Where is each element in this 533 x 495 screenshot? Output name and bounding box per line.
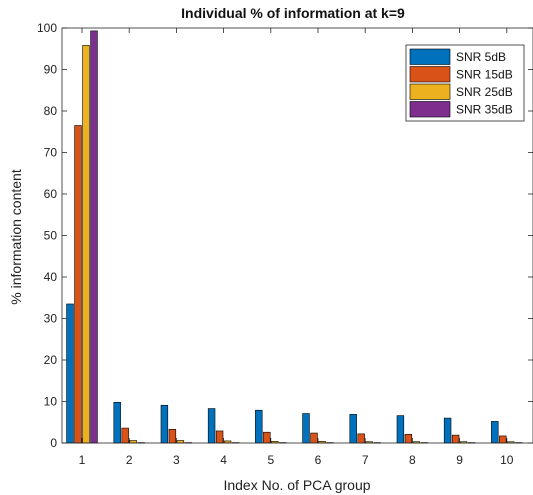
y-tick-label: 30 bbox=[44, 312, 58, 326]
bar-1-6 bbox=[302, 413, 310, 444]
legend-swatch-1 bbox=[409, 48, 451, 65]
legend-swatch-3 bbox=[409, 83, 451, 100]
y-tick-label: 70 bbox=[44, 146, 58, 160]
bar-4-1 bbox=[90, 30, 98, 444]
x-tick-label: 3 bbox=[173, 453, 180, 467]
y-tick-label: 60 bbox=[44, 187, 58, 201]
y-tick-label: 10 bbox=[44, 395, 58, 409]
bar-3-1 bbox=[82, 45, 90, 444]
bar-1-7 bbox=[349, 414, 357, 444]
bar-1-2 bbox=[113, 402, 121, 444]
y-tick-label: 20 bbox=[44, 353, 58, 367]
bar-1-9 bbox=[443, 417, 452, 444]
bar-1-8 bbox=[396, 415, 405, 444]
legend-label-2: SNR 15dB bbox=[456, 68, 513, 82]
bar-1-5 bbox=[255, 409, 263, 444]
bar-1-1 bbox=[66, 303, 74, 444]
x-tick-label: 7 bbox=[362, 453, 369, 467]
bar-2-1 bbox=[74, 125, 82, 444]
x-tick-label: 6 bbox=[315, 453, 322, 467]
bar-2-9 bbox=[451, 434, 460, 444]
legend-label-1: SNR 5dB bbox=[456, 50, 506, 64]
bar-2-2 bbox=[121, 427, 129, 444]
y-tick-label: 40 bbox=[44, 270, 58, 284]
bar-2-10 bbox=[499, 435, 507, 444]
legend-label-4: SNR 35dB bbox=[456, 103, 513, 117]
y-axis-label: % information content bbox=[8, 169, 24, 305]
bar-2-6 bbox=[310, 432, 318, 444]
bar-2-4 bbox=[215, 430, 224, 444]
bar-1-3 bbox=[160, 404, 169, 444]
legend-label-3: SNR 25dB bbox=[456, 85, 513, 99]
x-tick-label: 10 bbox=[500, 453, 514, 467]
x-tick-label: 8 bbox=[409, 453, 416, 467]
x-axis-label: Index No. of PCA group bbox=[223, 477, 370, 493]
legend: SNR 5dB SNR 15dB SNR 25dB SNR 35dB bbox=[405, 44, 525, 122]
y-tick-label: 0 bbox=[50, 436, 57, 450]
x-tick-label: 5 bbox=[267, 453, 274, 467]
y-tick-label: 100 bbox=[37, 21, 57, 35]
bar-1-4 bbox=[207, 408, 216, 444]
bar-2-7 bbox=[357, 433, 365, 444]
y-tick-label: 50 bbox=[44, 229, 58, 243]
x-tick-label: 9 bbox=[456, 453, 463, 467]
bar-2-5 bbox=[263, 431, 271, 444]
x-tick-label: 4 bbox=[220, 453, 227, 467]
x-tick-label: 2 bbox=[126, 453, 133, 467]
bar-2-8 bbox=[404, 433, 413, 444]
legend-swatch-4 bbox=[409, 101, 451, 118]
legend-swatch-2 bbox=[409, 66, 451, 83]
y-tick-label: 80 bbox=[44, 104, 58, 118]
x-tick-label: 1 bbox=[79, 453, 86, 467]
bar-2-3 bbox=[168, 429, 177, 444]
bar-1-10 bbox=[491, 421, 499, 444]
y-tick-label: 90 bbox=[44, 63, 58, 77]
chart-title: Individual % of information at k=9 bbox=[181, 5, 405, 21]
